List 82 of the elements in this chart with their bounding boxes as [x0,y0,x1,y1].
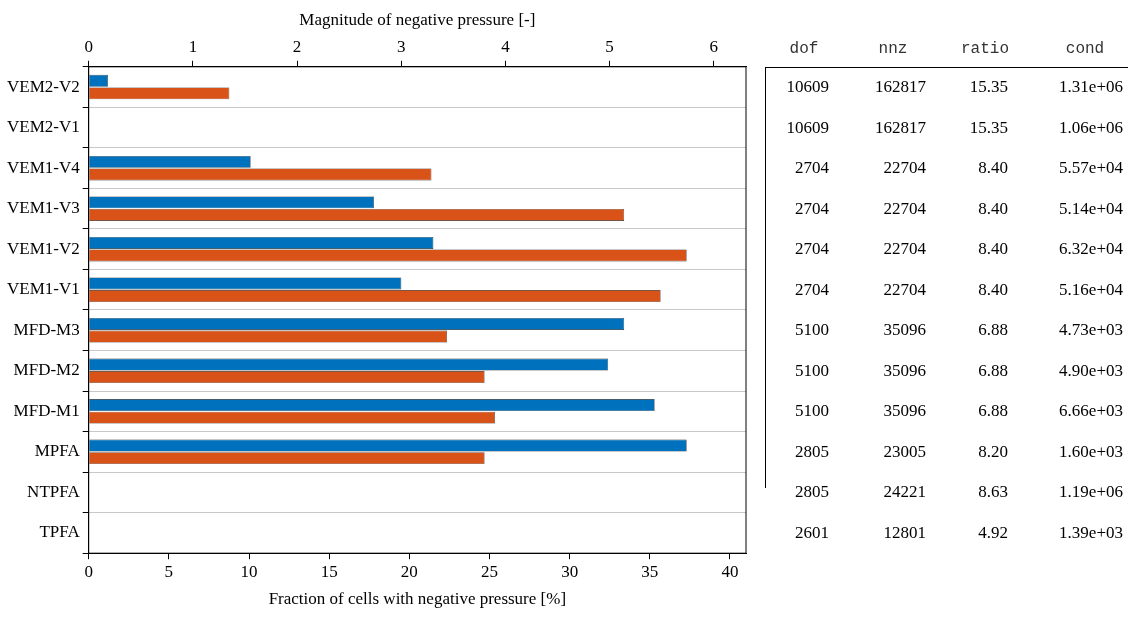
text: 5.14e+04 [1059,198,1123,218]
text: 162817 [875,77,926,97]
text: 23005 [883,441,926,461]
text: 8.40 [978,239,1008,259]
text: 22704 [883,198,926,218]
x2-tick-label: 4 [501,37,511,57]
y-tick-label: MFD-M1 [13,400,80,420]
x2-tick-label: 3 [396,37,406,57]
text: 8.40 [978,279,1008,299]
y-tick-label: MFD-M3 [13,319,80,339]
text: 2704 [795,279,829,299]
category-label: nnz [878,40,908,58]
text: 6.32e+04 [1059,239,1123,259]
text: 6.66e+03 [1059,401,1123,421]
category-label: cond [1065,40,1105,58]
y-tick-label: VEM2-V2 [7,76,80,96]
text: 2805 [795,441,829,461]
text: 15.35 [969,117,1008,137]
x-tick-label: 30 [561,561,579,581]
text: 5.16e+04 [1059,279,1123,299]
y-tick-label: VEM1-V3 [7,198,80,218]
x-tick-label: 20 [400,561,418,581]
y-tick-label: VEM1-V4 [7,157,81,177]
text: 6.88 [978,401,1008,421]
y-tick-label: TPFA [39,522,81,542]
y-tick-label: MFD-M2 [13,360,80,380]
text: 15.35 [969,77,1008,97]
text: 1.19e+06 [1059,482,1123,502]
x-axis-title: Fraction of cells with negative pressure [%] [268,589,567,609]
text: 2601 [795,522,829,542]
text: 162817 [875,117,926,137]
x-tick-label: 40 [721,561,739,581]
text: 10609 [786,117,829,137]
y-tick-label: VEM1-V2 [7,238,80,258]
y-tick-label: NTPFA [27,481,81,501]
x-tick-label: 0 [84,561,93,581]
x2-tick-label: 6 [709,37,718,57]
x2-axis-title: Magnitude of negative pressure [-] [299,9,536,29]
x-tick-label: 15 [320,561,338,581]
text: 1.31e+06 [1059,77,1123,97]
x-tick-label: 25 [481,561,498,581]
category-label: ratio [960,40,1010,58]
x2-tick-label: 1 [188,37,198,57]
text: 6.88 [978,320,1008,340]
text: 10609 [786,77,829,97]
text: 4.92 [978,522,1008,542]
y-tick-label: VEM1-V1 [7,279,80,299]
text: 4.90e+03 [1059,360,1123,380]
text: 22704 [883,239,926,259]
text: 2704 [795,198,829,218]
text: 12801 [883,522,926,542]
x-tick-label: 5 [164,561,174,581]
x-tick-label: 10 [240,561,258,581]
x-tick-label: 35 [641,561,659,581]
text: 35096 [883,320,926,340]
text: 2704 [795,239,829,259]
text: 8.40 [978,198,1008,218]
text: 8.20 [978,441,1008,461]
text: 35096 [883,401,926,421]
text: 1.06e+06 [1059,117,1123,137]
text: 22704 [883,279,926,299]
text: 5100 [795,401,829,421]
text: 2704 [795,158,829,178]
text: 5.57e+04 [1059,158,1123,178]
text: 8.40 [978,158,1008,178]
text: 22704 [883,158,926,178]
x2-tick-label: 5 [605,37,614,57]
text: 8.63 [978,482,1008,502]
text: 2805 [795,482,829,502]
text: 5100 [795,360,829,380]
text: 4.73e+03 [1059,320,1123,340]
text: 6.88 [978,360,1008,380]
text: 24221 [883,482,926,502]
text: 1.39e+03 [1059,522,1123,542]
text: 35096 [883,360,926,380]
text: 5100 [795,320,829,340]
x2-tick-label: 2 [292,37,302,57]
y-tick-label: MPFA [34,441,81,461]
text: 1.60e+03 [1059,441,1123,461]
x2-tick-label: 0 [84,37,93,57]
y-tick-label: VEM2-V1 [7,117,80,137]
category-label: dof [789,40,819,58]
